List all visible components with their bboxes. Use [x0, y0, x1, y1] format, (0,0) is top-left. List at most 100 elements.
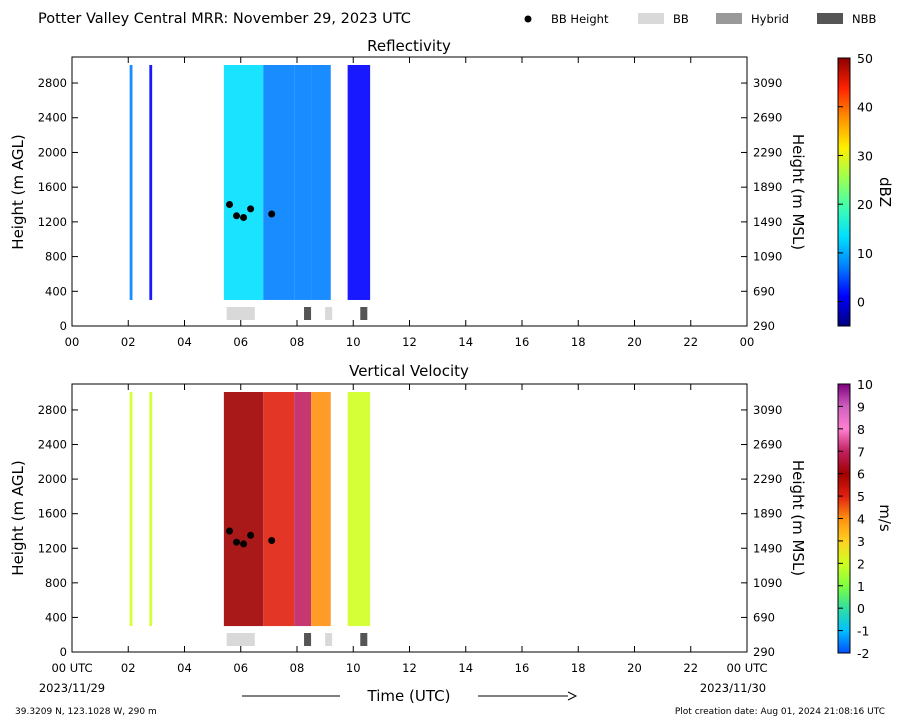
velocity-colorbar-ticks: -2 -1 0 1 2 3 4 5 6 7 8 9 10	[838, 377, 873, 661]
bb-height-point	[240, 540, 248, 548]
bb-height-point	[233, 538, 241, 546]
x-tick-label: 00	[65, 335, 80, 349]
bb-height-point	[240, 214, 248, 222]
colorbar-tick-label: 10	[857, 246, 873, 261]
x-tick-label: 06	[233, 661, 248, 675]
reflectivity-colorbar-label: dBZ	[876, 177, 894, 207]
precip-band	[311, 392, 331, 627]
y-tick-label: 1200	[38, 541, 67, 555]
precip-band	[223, 65, 264, 300]
y-tick-right-label: 1490	[753, 541, 782, 555]
colorbar-tick-label: 4	[857, 512, 865, 527]
footer: 2023/11/29 2023/11/30 Time (UTC) 39.3209…	[15, 681, 885, 717]
reflectivity-ylabel-right: Height (m MSL)	[789, 134, 807, 250]
colorbar-tick-label: 2	[857, 556, 865, 571]
reflectivity-y-ticks: 0 400 800 1200 1600 2000 2400 2800	[38, 76, 78, 333]
x-tick-label: 08	[290, 661, 305, 675]
y-tick-label: 2000	[38, 472, 67, 486]
bb-type-bb-marker	[325, 307, 333, 320]
precip-band	[129, 392, 133, 627]
x-tick-label: 14	[458, 661, 473, 675]
y-tick-label: 1200	[38, 215, 67, 229]
precip-band	[149, 65, 153, 300]
y-tick-label: 2400	[38, 111, 67, 125]
y-tick-right-label: 2690	[753, 438, 782, 452]
precip-band	[294, 392, 312, 627]
x-tick-label: 18	[571, 661, 586, 675]
bb-height-point	[226, 201, 233, 209]
y-tick-right-label: 290	[753, 319, 775, 333]
y-tick-right-label: 1490	[753, 215, 782, 229]
velocity-ylabel-right: Height (m MSL)	[789, 460, 807, 576]
bb-type-bb-marker	[226, 307, 255, 320]
bb-type-bb-marker	[226, 633, 255, 646]
y-tick-right-label: 3090	[753, 403, 782, 417]
bb-height-point	[233, 212, 241, 220]
precip-band	[263, 65, 295, 300]
x-tick-label: 10	[346, 661, 361, 675]
precip-band	[223, 392, 264, 627]
reflectivity-y-ticks-right: 290 690 1090 1490 1890 2290 2690 3090	[741, 76, 782, 333]
reflectivity-bb-type	[226, 307, 368, 320]
reflectivity-colorbar	[837, 57, 851, 327]
reflectivity-panel: Reflectivity 040080012001600200024002800…	[9, 37, 894, 349]
x-tick-label: 10	[346, 335, 361, 349]
x-tick-label: 12	[402, 661, 417, 675]
colorbar-tick-label: 5	[857, 489, 865, 504]
legend-label-bb-height: BB Height	[551, 12, 609, 26]
y-tick-label: 1600	[38, 507, 67, 521]
y-tick-label: 2800	[38, 403, 67, 417]
colorbar-tick-label: 8	[857, 422, 865, 437]
precip-band	[347, 65, 371, 300]
bb-type-nbb-marker	[360, 307, 368, 320]
x-tick-label: 22	[683, 661, 698, 675]
velocity-y-ticks: 0 400 800 1200 1600 2000 2400 2800	[38, 403, 78, 659]
panel-title-vertical-velocity: Vertical Velocity	[349, 362, 469, 380]
y-tick-right-label: 690	[753, 610, 775, 624]
panel-title-reflectivity: Reflectivity	[367, 37, 451, 55]
x-tick-label: 00 UTC	[51, 661, 92, 675]
precip-band	[294, 65, 312, 300]
y-tick-label: 800	[45, 576, 67, 590]
x-tick-label: 04	[177, 661, 192, 675]
y-tick-right-label: 1890	[753, 180, 782, 194]
velocity-y-ticks-right: 290 690 1090 1490 1890 2290 2690 3090	[741, 403, 782, 659]
velocity-x-ticks: 00 UTC 02 04 06 08 10 12 14 16 18 20 22 00 UTC	[51, 384, 768, 675]
precip-band	[149, 392, 153, 627]
colorbar-tick-label: 20	[857, 197, 873, 212]
colorbar-tick-label: -1	[857, 624, 869, 639]
vertical-velocity-panel: Vertical Velocity 0400800120016002000240…	[9, 362, 894, 675]
y-tick-label: 400	[45, 610, 67, 624]
reflectivity-field	[129, 65, 371, 300]
time-axis-label: Time (UTC)	[367, 687, 451, 705]
x-tick-label: 00	[740, 335, 755, 349]
y-tick-label: 2000	[38, 145, 67, 159]
x-tick-label: 20	[627, 661, 642, 675]
y-tick-right-label: 1890	[753, 507, 782, 521]
colorbar-tick-label: 50	[857, 51, 873, 66]
legend-label-bb: BB	[673, 12, 689, 26]
x-tick-label: 12	[402, 335, 417, 349]
bb-height-point	[226, 527, 233, 535]
x-tick-label: 04	[177, 335, 192, 349]
bb-type-nbb-marker	[304, 633, 312, 646]
x-tick-label: 02	[121, 661, 136, 675]
time-arrow-head-icon	[567, 691, 578, 701]
y-tick-label: 2400	[38, 438, 67, 452]
reflectivity-bb-height	[226, 201, 276, 222]
colorbar-tick-label: 30	[857, 148, 873, 163]
y-tick-right-label: 1090	[753, 250, 782, 264]
y-tick-right-label: 3090	[753, 76, 782, 90]
legend-swatch-bb	[638, 13, 664, 24]
x-tick-label: 06	[233, 335, 248, 349]
y-tick-label: 400	[45, 284, 67, 298]
colorbar-tick-label: -2	[857, 646, 869, 661]
y-tick-label: 2800	[38, 76, 67, 90]
reflectivity-plot-frame	[71, 56, 748, 327]
legend-swatch-nbb	[817, 13, 843, 24]
colorbar-tick-label: 6	[857, 467, 865, 482]
y-tick-right-label: 2690	[753, 111, 782, 125]
x-tick-label: 14	[458, 335, 473, 349]
y-tick-label: 0	[60, 319, 67, 333]
